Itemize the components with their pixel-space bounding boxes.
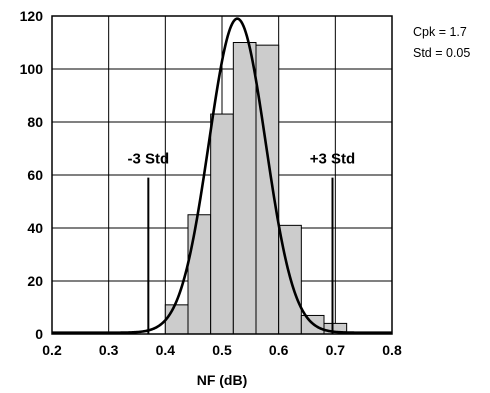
y-tick-label-5: 100 — [20, 61, 44, 77]
y-tick-label-2: 40 — [27, 220, 43, 236]
x-tick-label-5: 0.7 — [326, 342, 346, 358]
x-tick-label-6: 0.8 — [382, 342, 402, 358]
x-tick-label-0: 0.2 — [42, 342, 62, 358]
std-annotation: Std = 0.05 — [413, 46, 470, 60]
x-tick-label-4: 0.6 — [269, 342, 289, 358]
y-tick-label-4: 80 — [27, 114, 43, 130]
cpk-annotation: Cpk = 1.7 — [413, 25, 467, 39]
histogram-bar-1 — [164, 304, 189, 335]
x-tick-label-3: 0.5 — [212, 342, 232, 358]
normal-fit-curve — [52, 17, 392, 334]
y-tick-labels: 0 20 40 60 80 100 120 — [20, 8, 44, 342]
std-marker-label-1: +3 Std — [310, 151, 355, 168]
histogram-bar-2 — [187, 214, 212, 335]
histogram-bar-4 — [232, 42, 257, 335]
y-tick-label-1: 20 — [27, 273, 43, 289]
y-tick-label-3: 60 — [27, 167, 43, 183]
y-tick-label-6: 120 — [20, 8, 44, 24]
plot-frame — [51, 15, 393, 335]
std-markers: -3 Std +3 Std — [127, 151, 355, 334]
x-tick-label-1: 0.3 — [99, 342, 119, 358]
x-tick-label-2: 0.4 — [156, 342, 176, 358]
histogram-bar-3 — [210, 113, 234, 335]
std-marker-label-0: -3 Std — [127, 151, 169, 168]
histogram-bar-5 — [255, 44, 280, 335]
y-tick-label-0: 0 — [35, 326, 43, 342]
x-tick-labels: 0.2 0.3 0.4 0.5 0.6 0.7 0.8 — [42, 342, 402, 358]
x-axis-title: NF (dB) — [197, 372, 248, 388]
